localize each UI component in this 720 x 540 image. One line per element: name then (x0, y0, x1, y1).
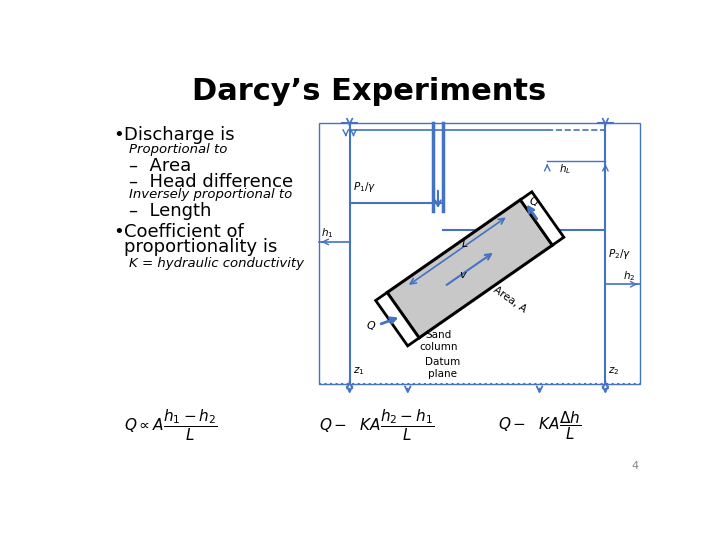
Text: •: • (113, 126, 124, 144)
Text: –  Length: – Length (129, 202, 211, 220)
Text: $Q \propto A\dfrac{h_1-h_2}{L}$: $Q \propto A\dfrac{h_1-h_2}{L}$ (125, 407, 218, 443)
Text: $z_2$: $z_2$ (608, 366, 620, 377)
Text: Area, A: Area, A (492, 285, 528, 315)
Polygon shape (387, 200, 552, 338)
Text: Datum
plane: Datum plane (425, 357, 460, 379)
Text: K = hydraulic conductivity: K = hydraulic conductivity (129, 256, 304, 269)
Text: $Q$: $Q$ (529, 195, 539, 208)
Text: proportionality is: proportionality is (124, 238, 277, 256)
Text: Darcy’s Experiments: Darcy’s Experiments (192, 77, 546, 106)
Text: Sand
column: Sand column (420, 330, 458, 352)
Polygon shape (521, 192, 564, 245)
Text: –  Area: – Area (129, 157, 191, 175)
Text: $L$: $L$ (462, 237, 469, 248)
Text: Proportional to: Proportional to (129, 143, 227, 157)
Text: $h_2$: $h_2$ (624, 269, 636, 283)
Text: $P_2/\gamma$: $P_2/\gamma$ (608, 247, 631, 261)
Text: Inversely proportional to: Inversely proportional to (129, 188, 292, 201)
Text: $v$: $v$ (459, 270, 468, 280)
Polygon shape (376, 293, 419, 346)
Text: $h_1$: $h_1$ (321, 227, 333, 240)
Text: $P_1/\gamma$: $P_1/\gamma$ (353, 180, 376, 194)
Text: Discharge is: Discharge is (124, 126, 235, 144)
Text: 4: 4 (631, 461, 639, 471)
Text: $z_1$: $z_1$ (353, 366, 364, 377)
Bar (319, 123, 640, 384)
Text: $Q-\ \ KA\dfrac{\Delta h}{L}$: $Q-\ \ KA\dfrac{\Delta h}{L}$ (498, 409, 581, 442)
Text: Coefficient of: Coefficient of (124, 222, 244, 241)
Text: –  Head difference: – Head difference (129, 173, 293, 191)
Text: $Q-\ \ KA\dfrac{h_2-h_1}{L}$: $Q-\ \ KA\dfrac{h_2-h_1}{L}$ (319, 407, 435, 443)
Text: •: • (113, 222, 124, 241)
Text: $h_L$: $h_L$ (559, 162, 571, 176)
Text: $Q$: $Q$ (366, 319, 377, 333)
